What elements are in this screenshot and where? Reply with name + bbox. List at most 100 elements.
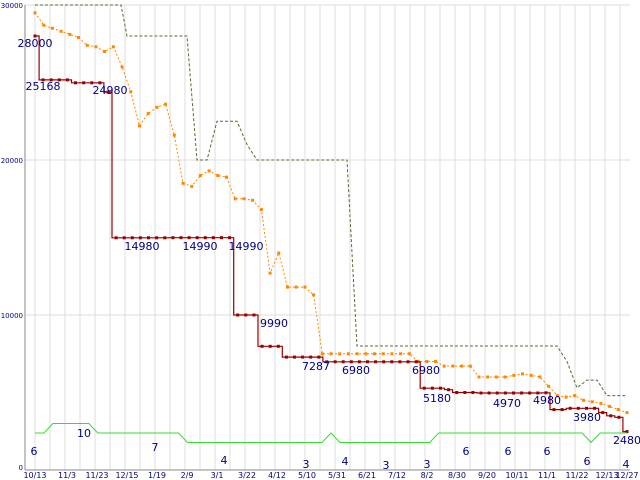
x-tick-label: 5/10	[298, 471, 316, 480]
min-price-point	[147, 236, 150, 240]
avg-price-point	[138, 124, 141, 128]
x-tick-label: 9/20	[478, 471, 496, 480]
min-price-point	[455, 391, 459, 394]
x-tick-label: 10/11	[505, 471, 528, 480]
avg-price-point	[68, 32, 72, 36]
min-price-point	[609, 414, 613, 418]
avg-price-point	[599, 401, 603, 405]
min-price-point	[187, 236, 191, 240]
avg-price-point	[190, 184, 194, 188]
x-tick-label: 7/12	[388, 471, 406, 480]
min-price-point	[74, 81, 77, 85]
shop-count-label: 10	[77, 427, 91, 440]
min-price-point	[41, 78, 45, 82]
min-price-point	[268, 344, 272, 348]
avg-price-point	[381, 352, 385, 356]
x-tick-label: 3/1	[211, 471, 224, 480]
min-price-data-label: 24980	[93, 84, 128, 97]
min-price-point	[390, 360, 394, 364]
min-price-point	[406, 360, 410, 364]
avg-price-point	[103, 50, 107, 53]
min-price-data-label: 14980	[125, 240, 160, 253]
avg-price-point	[172, 133, 176, 137]
avg-price-point	[33, 11, 37, 15]
min-price-point	[495, 391, 499, 395]
avg-price-point	[198, 174, 202, 177]
min-price-point	[130, 236, 134, 240]
min-price-point	[503, 391, 507, 395]
min-price-point	[138, 236, 142, 240]
min-price-data-label: 2480	[613, 434, 640, 447]
x-tick-label: 2/9	[181, 471, 194, 480]
min-price-point	[171, 236, 175, 240]
min-price-point	[65, 78, 69, 82]
y-tick-label: 0	[19, 464, 23, 472]
min-price-point	[463, 391, 467, 394]
avg-price-point	[582, 398, 585, 402]
max-price-line	[35, 4, 627, 397]
x-tick-label: 12/15	[115, 471, 138, 480]
min-price-point	[49, 78, 53, 82]
min-price-data-labels: 28000 25168 24980 14980 14990 14990 9990 7287 69…	[18, 37, 640, 447]
min-price-point	[382, 360, 386, 364]
shop-count-label: 6	[505, 445, 512, 458]
min-price-point	[512, 391, 515, 395]
avg-price-point	[242, 197, 246, 201]
avg-price-point	[146, 112, 150, 115]
avg-price-point	[399, 352, 403, 356]
shop-count-label: 4	[342, 455, 349, 468]
avg-price-point	[451, 364, 455, 368]
avg-price-point	[373, 352, 376, 356]
min-price-point	[439, 386, 442, 390]
min-price-point	[374, 360, 378, 364]
avg-price-point	[155, 105, 159, 109]
min-price-data-label: 4980	[533, 394, 561, 407]
avg-price-point	[251, 198, 255, 202]
avg-price-point	[268, 271, 272, 275]
shop-count-line	[35, 423, 627, 444]
avg-price-point	[390, 352, 394, 356]
avg-price-point	[320, 352, 324, 356]
min-price-point	[236, 313, 240, 317]
avg-price-point	[573, 394, 577, 398]
y-tick-labels: 0 10000 20000 30000	[1, 2, 23, 472]
min-price-point	[284, 355, 288, 359]
min-price-point	[252, 313, 256, 317]
shop-count-label: 3	[383, 459, 390, 472]
min-price-point	[260, 344, 264, 348]
avg-price-point	[364, 352, 368, 356]
avg-price-point	[164, 102, 168, 106]
x-tick-label: 11/3	[58, 471, 76, 480]
min-price-data-label: 7287	[302, 360, 330, 373]
avg-price-point	[538, 375, 542, 379]
min-price-point	[211, 236, 215, 240]
avg-price-point	[425, 360, 429, 363]
min-price-data-label: 5180	[423, 392, 451, 405]
avg-price-point	[312, 293, 316, 297]
min-price-point	[568, 406, 572, 410]
y-tick-label: 20000	[1, 157, 23, 165]
min-price-point	[601, 411, 605, 415]
avg-price-point	[521, 372, 524, 376]
avg-price-point	[529, 373, 533, 377]
min-price-point	[114, 236, 118, 240]
shop-count-label: 6	[31, 445, 38, 458]
avg-price-point	[277, 251, 281, 255]
min-price-point	[122, 236, 126, 240]
series-shop-count	[35, 423, 627, 444]
min-price-data-label: 3980	[573, 411, 601, 424]
avg-price-point	[512, 373, 516, 377]
x-tick-label: 1/19	[148, 471, 166, 480]
avg-price-point	[94, 45, 98, 49]
shop-count-label: 3	[303, 458, 310, 471]
avg-price-point	[233, 197, 237, 201]
min-price-data-label: 6980	[412, 364, 440, 377]
avg-price-point	[59, 29, 63, 33]
avg-price-point	[120, 65, 124, 69]
min-price-point	[422, 386, 426, 390]
series-avg-price	[33, 11, 629, 415]
min-price-point	[617, 415, 621, 419]
avg-price-point	[303, 285, 307, 289]
avg-price-point	[181, 181, 185, 185]
min-price-point	[163, 236, 167, 240]
